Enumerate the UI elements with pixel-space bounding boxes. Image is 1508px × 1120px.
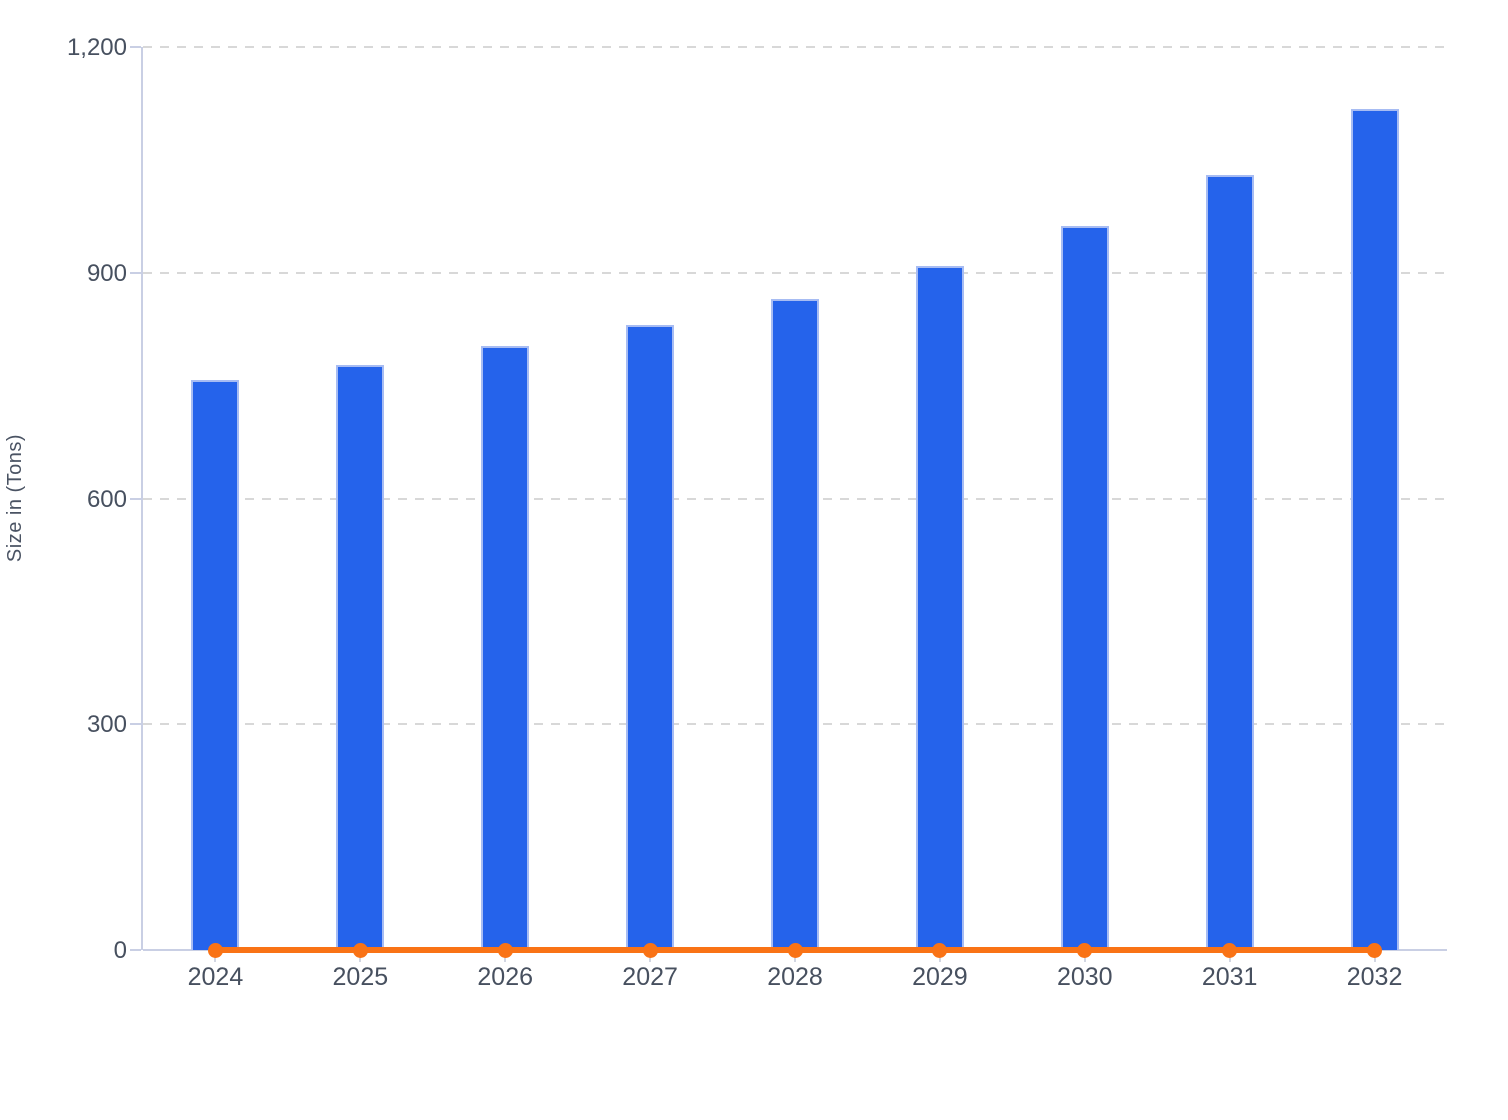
line-point-2032[interactable]	[1367, 942, 1383, 958]
x-tick-label-2028: 2028	[767, 963, 823, 991]
bar-2025[interactable]	[336, 365, 385, 950]
x-tick-label-2027: 2027	[622, 963, 678, 991]
bar-2026[interactable]	[481, 346, 530, 950]
y-tick-label-0: 0	[113, 937, 127, 964]
bar-2024[interactable]	[191, 380, 240, 950]
bar-2031[interactable]	[1205, 174, 1254, 950]
y-tick-label-300: 300	[86, 711, 127, 739]
line-point-2024[interactable]	[207, 942, 223, 958]
x-tick-label-2031: 2031	[1201, 963, 1258, 991]
bar-2029[interactable]	[915, 265, 964, 950]
y-tick-0	[130, 949, 141, 951]
x-tick-label-2026: 2026	[477, 963, 534, 991]
y-tick-600	[130, 497, 141, 500]
plot-area: 0 300 600 900 1,200 2024 2025 2026 2027 2028 2029 2…	[67, 36, 1447, 990]
bar-2032[interactable]	[1350, 108, 1399, 950]
line-point-2028[interactable]	[787, 942, 803, 958]
line-point-2031[interactable]	[1222, 942, 1238, 958]
bar-2028[interactable]	[771, 299, 819, 950]
bar-2027[interactable]	[626, 325, 675, 950]
x-tick-label-2025: 2025	[332, 963, 389, 991]
line-point-2029[interactable]	[932, 942, 948, 958]
y-tick-label-600: 600	[86, 485, 127, 513]
line-point-2025[interactable]	[352, 942, 368, 958]
y-tick-900	[130, 271, 141, 274]
y-axis-line	[141, 47, 143, 950]
x-tick-label-2030: 2030	[1056, 963, 1113, 991]
line-point-2030[interactable]	[1077, 942, 1093, 958]
y-tick-label-1,200: 1,200	[66, 34, 127, 61]
line-point-2026[interactable]	[497, 942, 513, 958]
gridline-1,200	[143, 46, 1447, 48]
line-point-2027[interactable]	[642, 942, 658, 958]
y-tick-label-900: 900	[86, 259, 127, 287]
bar-2030[interactable]	[1060, 226, 1109, 950]
x-tick-label-2024: 2024	[187, 963, 244, 991]
y-tick-300	[130, 723, 141, 726]
x-tick-label-2029: 2029	[912, 963, 968, 991]
y-tick-1,200	[130, 46, 141, 48]
x-tick-label-2032: 2032	[1346, 963, 1403, 991]
gridline-900	[143, 271, 1447, 274]
